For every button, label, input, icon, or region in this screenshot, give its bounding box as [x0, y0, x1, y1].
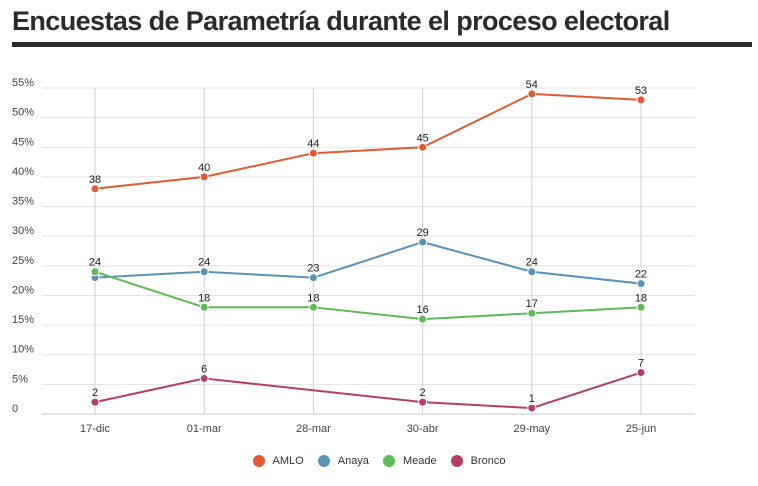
y-tick-label: 10%	[12, 344, 34, 356]
data-label-bronco: 2	[420, 387, 426, 399]
x-tick-label: 01-mar	[187, 423, 222, 435]
data-label-bronco: 6	[201, 363, 207, 375]
title-underline	[12, 42, 752, 47]
data-label-meade: 17	[526, 298, 538, 310]
data-point-amlo[interactable]	[308, 148, 318, 158]
data-label-meade: 18	[307, 292, 319, 304]
legend-swatch	[450, 455, 463, 467]
legend-swatch	[317, 455, 330, 467]
data-point-meade[interactable]	[527, 308, 537, 318]
data-label-bronco: 1	[529, 393, 535, 405]
data-point-anaya[interactable]	[199, 267, 209, 277]
data-label-bronco: 7	[638, 358, 644, 370]
data-point-bronco[interactable]	[90, 397, 100, 407]
y-tick-label: 35%	[12, 196, 34, 208]
data-label-anaya: 29	[416, 227, 428, 239]
x-tick-label: 17-dic	[80, 423, 110, 435]
data-label-meade: 24	[89, 257, 101, 269]
y-tick-label: 40%	[12, 166, 34, 178]
data-label-meade: 16	[416, 304, 428, 316]
data-label-anaya: 23	[307, 263, 319, 275]
legend-item-anaya[interactable]: Anaya	[317, 455, 369, 467]
data-label-amlo: 53	[635, 85, 647, 97]
data-point-amlo[interactable]	[90, 184, 100, 194]
y-tick-label: 30%	[12, 225, 34, 237]
data-point-bronco[interactable]	[199, 373, 209, 383]
data-point-meade[interactable]	[199, 302, 209, 312]
y-tick-label: 45%	[12, 136, 34, 148]
data-point-amlo[interactable]	[527, 89, 537, 99]
series-line-meade	[94, 270, 642, 321]
series-lines	[94, 92, 642, 410]
x-tick-label: 25-jun	[626, 423, 657, 435]
chart-title: Encuestas de Parametría durante el proce…	[12, 6, 670, 36]
y-tick-label: 15%	[12, 314, 34, 326]
x-tick-label: 29-may	[513, 423, 550, 435]
data-label-amlo: 44	[307, 138, 319, 150]
data-point-amlo[interactable]	[418, 142, 428, 152]
series-line-anaya	[94, 241, 642, 285]
data-point-bronco[interactable]	[527, 403, 537, 413]
data-point-bronco[interactable]	[636, 368, 646, 378]
data-label-anaya: 24	[526, 257, 538, 269]
data-label-meade: 18	[198, 292, 210, 304]
data-label-amlo: 40	[198, 162, 210, 174]
series-line-bronco	[94, 371, 642, 410]
data-point-meade[interactable]	[90, 267, 100, 277]
data-point-amlo[interactable]	[199, 172, 209, 182]
axis-labels: 0 5% 10% 15% 20% 25% 30% 35% 40% 45% 50% 55% 17-dic 0…	[12, 77, 656, 435]
legend-swatch	[382, 455, 395, 467]
legend-item-meade[interactable]: Meade	[382, 455, 437, 467]
data-point-anaya[interactable]	[527, 267, 537, 277]
y-tick-label: 0	[12, 403, 18, 415]
data-label-bronco: 2	[92, 387, 98, 399]
y-tick-label: 20%	[12, 284, 34, 296]
data-label-meade: 18	[635, 292, 647, 304]
x-tick-label: 28-mar	[296, 423, 331, 435]
y-tick-label: 25%	[12, 255, 34, 267]
data-point-meade[interactable]	[308, 302, 318, 312]
y-tick-label: 50%	[12, 107, 34, 119]
data-point-amlo[interactable]	[636, 95, 646, 105]
data-label-anaya: 22	[635, 269, 647, 281]
data-point-meade[interactable]	[418, 314, 428, 324]
data-label-amlo: 54	[526, 79, 538, 91]
data-label-amlo: 38	[89, 174, 101, 186]
data-label-amlo: 45	[416, 132, 428, 144]
data-point-anaya[interactable]	[418, 237, 428, 247]
y-tick-label: 55%	[12, 77, 34, 89]
legend: AMLO Anaya Meade Bronco	[0, 455, 758, 467]
y-tick-label: 5%	[12, 373, 28, 385]
series-line-amlo	[94, 92, 642, 190]
legend-label: AMLO	[272, 455, 304, 467]
data-point-bronco[interactable]	[418, 397, 428, 407]
legend-item-bronco[interactable]: Bronco	[450, 455, 506, 467]
data-point-anaya[interactable]	[308, 273, 318, 283]
data-point-anaya[interactable]	[636, 279, 646, 289]
data-point-meade[interactable]	[636, 302, 646, 312]
data-label-anaya: 24	[198, 257, 210, 269]
legend-item-amlo[interactable]: AMLO	[252, 455, 304, 467]
legend-label: Bronco	[470, 455, 506, 467]
legend-label: Meade	[402, 455, 437, 467]
legend-swatch	[252, 455, 265, 467]
x-tick-label: 30-abr	[407, 423, 439, 435]
series-points	[90, 89, 646, 413]
grid-layer	[42, 87, 695, 415]
legend-label: Anaya	[337, 455, 369, 467]
